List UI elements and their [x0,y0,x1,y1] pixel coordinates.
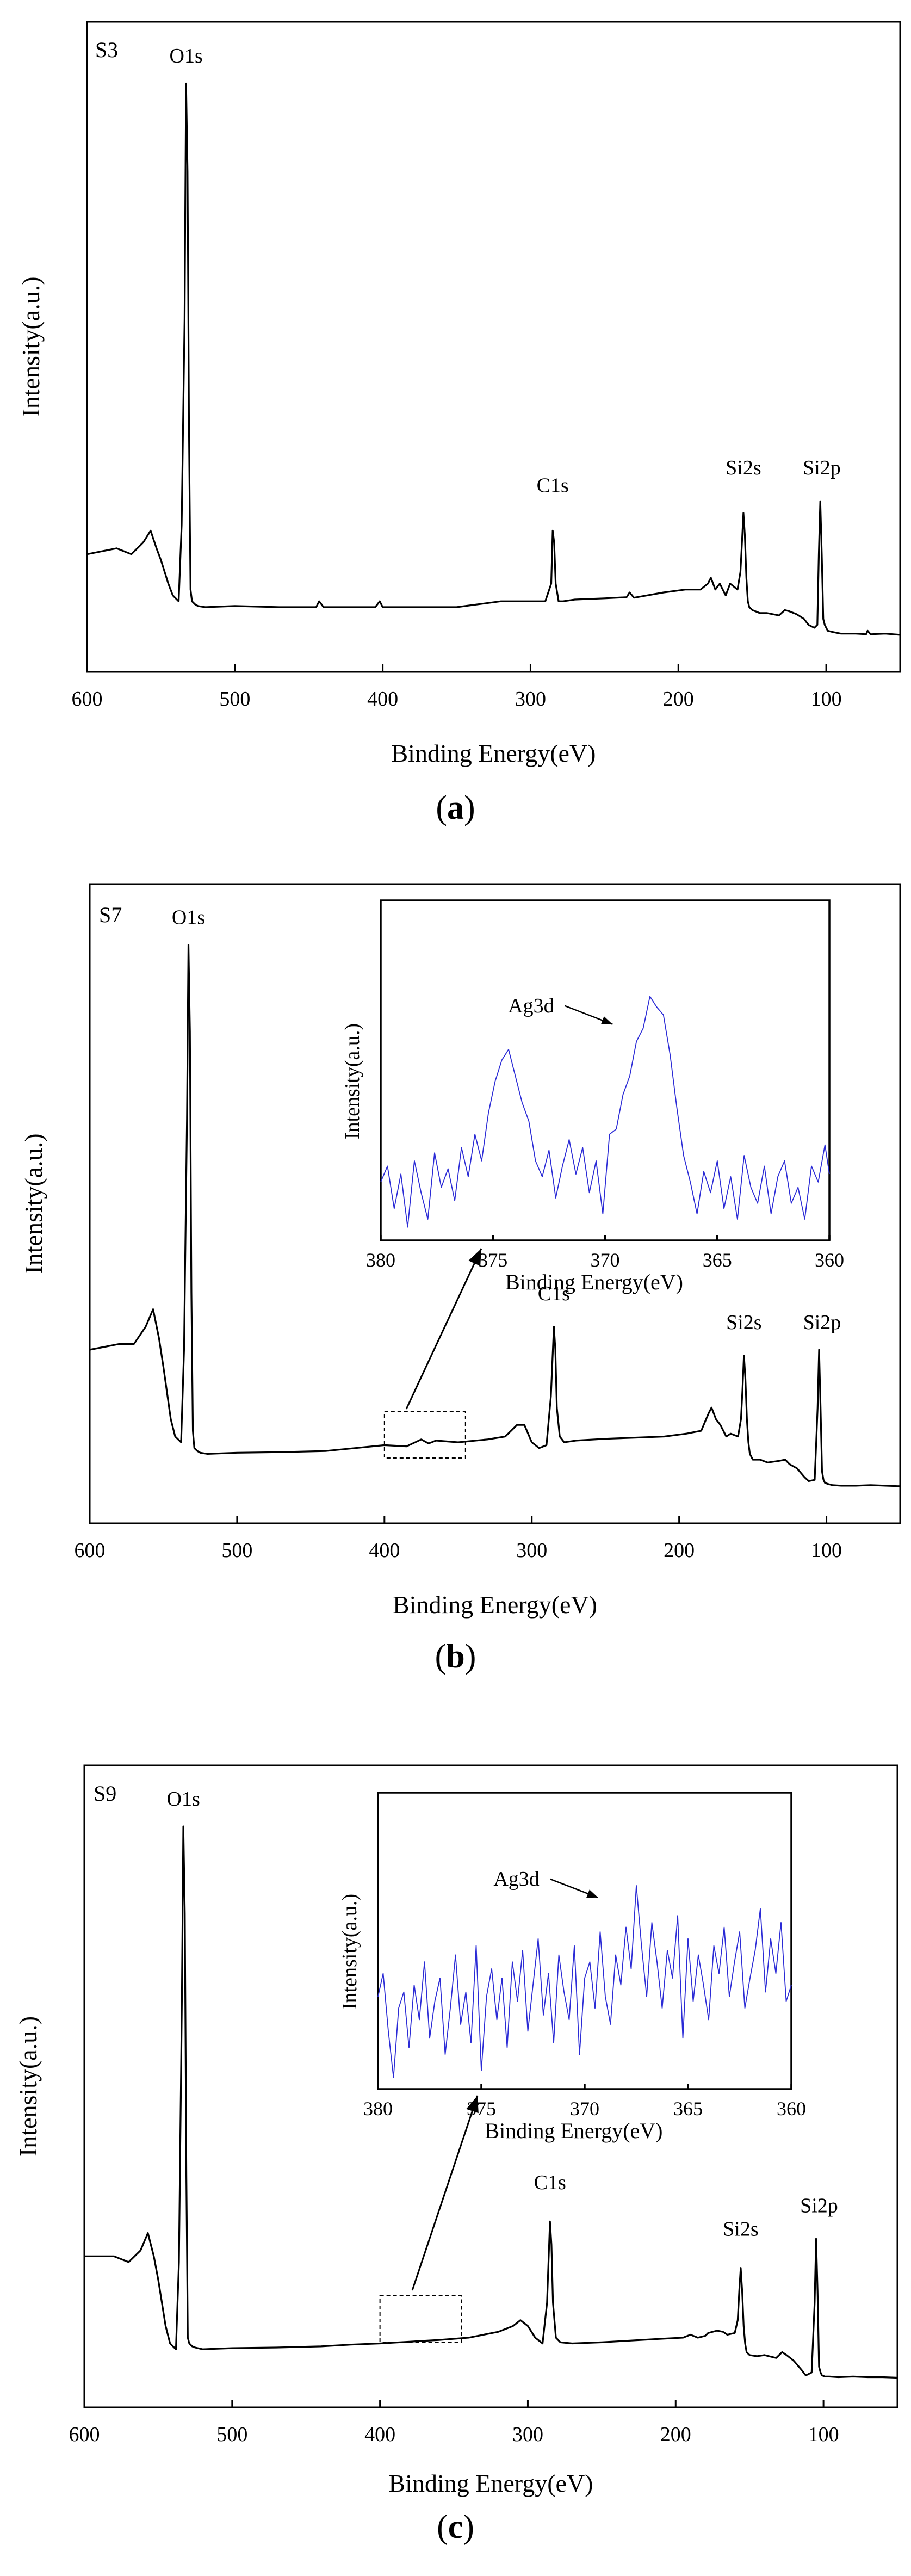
x-tick-label: 600 [72,688,103,711]
inset-x-tick-label: 360 [815,1249,844,1271]
inset-peak-label-ag3d: Ag3d [493,1868,539,1891]
x-tick-label: 600 [75,1539,106,1562]
inset-x-tick-label: 380 [366,1249,395,1271]
inset-y-axis-label: Intensity(a.u.) [338,1894,361,2010]
ag3d-inset: 380 375 370 365 360 Binding Energy(eV) Intensi… [341,899,844,1294]
zoom-arrow [405,1248,482,1410]
inset-x-tick-label: 365 [703,1249,732,1271]
peak-label-c1s: C1s [534,2171,566,2194]
inset-peak-arrow-head [600,1016,613,1025]
peak-label-si2s: Si2s [726,1311,761,1334]
peak-label-si2p: Si2p [803,456,841,479]
inset-y-axis-label: Intensity(a.u.) [341,1023,364,1139]
inset-x-tick-label: 370 [570,2098,599,2120]
x-tick-label: 200 [664,1539,695,1562]
peak-label-c1s: C1s [537,474,569,497]
zoom-arrow [411,2095,479,2291]
inset-x-tick-label: 375 [467,2098,496,2120]
x-tick-label: 400 [364,2423,395,2446]
plot-frame [83,1764,898,2408]
x-tick-label: 100 [808,2423,839,2446]
zoom-arrow-head [466,2096,479,2114]
x-tick-label: 200 [663,688,694,711]
peak-label-o1s: O1s [167,1788,200,1811]
peak-label-o1s: O1s [172,906,205,929]
ag3d-inset: 380 375 370 365 360 Binding Energy(eV) Intensi… [338,1792,806,2143]
inset-spectrum-line [380,996,830,1228]
y-axis-label: Intensity(a.u.) [20,1133,47,1274]
sample-label: S9 [94,1781,116,1806]
x-tick-label: 500 [219,688,250,711]
peak-label-si2s: Si2s [723,2217,758,2240]
y-axis-label: Intensity(a.u.) [14,2016,42,2157]
inset-x-tick-label: 365 [673,2098,703,2120]
inset-x-tick-label: 360 [777,2098,806,2120]
x-axis-label: Binding Energy(eV) [388,2469,593,2497]
inset-peak-arrow-head [586,1889,598,1898]
x-tick-label: 400 [367,688,398,711]
sample-label: S7 [99,903,122,927]
inset-x-axis-label: Binding Energy(eV) [505,1270,683,1294]
x-tick-label: 300 [516,1539,547,1562]
inset-plot-frame [377,1792,792,2090]
sample-label: S3 [95,38,118,62]
panel-c: 600 500 400 300 200 100 Binding Energy(eV) Inte… [14,1764,898,2497]
x-tick-label: 400 [369,1539,400,1562]
peak-label-si2p: Si2p [800,2195,838,2217]
x-tick-label: 100 [811,1539,842,1562]
peak-label-c1s: C1s [538,1282,570,1305]
spectrum-line [84,1825,898,2379]
x-axis-label: Binding Energy(eV) [391,739,596,767]
spectrum-line [89,943,901,1487]
inset-x-axis-label: Binding Energy(eV) [485,2118,663,2143]
inset-x-tick-label: 380 [363,2098,393,2120]
y-axis-label: Intensity(a.u.) [17,276,45,417]
panel-a: 600 500 400 300 200 100 Binding Energy(eV) Inte… [17,21,901,767]
caption-b: (b) [435,1638,476,1675]
peak-label-o1s: O1s [170,45,203,67]
inset-x-tick-label: 375 [478,1249,507,1271]
peak-label-si2p: Si2p [803,1311,841,1334]
caption-a: (a) [436,789,475,826]
plot-frame [89,883,901,1524]
x-tick-label: 300 [515,688,546,711]
plot-frame [86,21,901,673]
x-tick-label: 600 [69,2423,100,2446]
inset-peak-label-ag3d: Ag3d [508,994,554,1017]
zoom-region-box [379,2295,462,2343]
zoom-region-box [383,1411,466,1459]
spectrum-line [86,82,901,636]
panel-b: 600 500 400 300 200 100 Binding Energy(eV) Inte… [20,883,901,1619]
inset-spectrum-line [377,1885,792,2078]
zoom-arrow-head [468,1249,481,1267]
x-tick-label: 100 [811,688,842,711]
x-tick-label: 200 [660,2423,691,2446]
x-axis-label: Binding Energy(eV) [393,1591,597,1619]
x-tick-label: 500 [216,2423,247,2446]
inset-x-tick-label: 370 [591,1249,620,1271]
caption-c: (c) [437,2509,474,2546]
x-tick-label: 500 [221,1539,252,1562]
peak-label-si2s: Si2s [726,456,761,479]
x-tick-label: 300 [512,2423,543,2446]
